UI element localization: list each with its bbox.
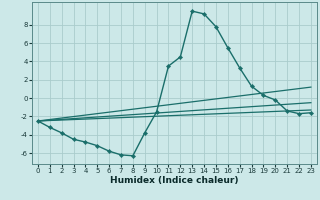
X-axis label: Humidex (Indice chaleur): Humidex (Indice chaleur): [110, 176, 239, 185]
